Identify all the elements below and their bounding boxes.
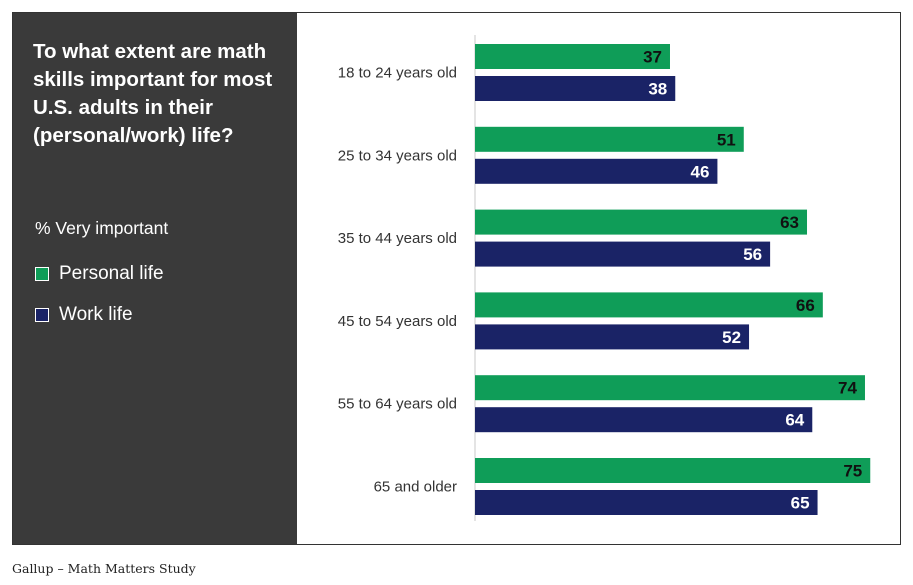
data-label-work-life-35-to-44-years-old: 56 <box>743 245 762 264</box>
category-label-25-to-34-years-old: 25 to 34 years old <box>338 147 457 164</box>
bar-personal-life-55-to-64-years-old <box>475 375 865 401</box>
category-label-55-to-64-years-old: 55 to 64 years old <box>338 396 457 413</box>
data-label-work-life-18-to-24-years-old: 38 <box>648 80 667 99</box>
legend-label-personal-life: Personal life <box>59 263 164 284</box>
data-label-work-life-65-and-older: 65 <box>791 494 810 513</box>
data-label-work-life-55-to-64-years-old: 64 <box>785 411 804 430</box>
chart-subtitle: % Very important <box>35 218 169 238</box>
bar-chart: 18 to 24 years old 37 38 25 to 34 years old… <box>338 35 871 521</box>
bar-personal-life-45-to-54-years-old <box>475 292 823 318</box>
data-label-personal-life-55-to-64-years-old: 74 <box>838 379 857 398</box>
bar-work-life-65-and-older <box>475 490 818 515</box>
category-label-35-to-44-years-old: 35 to 44 years old <box>338 230 457 247</box>
legend-item-work-life: Work life <box>35 304 133 326</box>
data-label-personal-life-65-and-older: 75 <box>843 462 862 481</box>
legend-swatch-work-life <box>35 308 49 322</box>
data-label-personal-life-45-to-54-years-old: 66 <box>796 296 815 315</box>
category-label-45-to-54-years-old: 45 to 54 years old <box>338 313 457 330</box>
legend-item-personal-life: Personal life <box>35 263 164 285</box>
bar-personal-life-35-to-44-years-old <box>475 209 808 235</box>
data-label-personal-life-25-to-34-years-old: 51 <box>717 130 736 149</box>
chart-frame: To what extent are math skills important… <box>12 12 901 545</box>
category-label-18-to-24-years-old: 18 to 24 years old <box>338 65 457 82</box>
title-panel: To what extent are math skills important… <box>13 13 297 544</box>
bar-work-life-55-to-64-years-old <box>475 407 813 433</box>
data-label-work-life-45-to-54-years-old: 52 <box>722 328 741 347</box>
data-label-work-life-25-to-34-years-old: 46 <box>690 162 709 181</box>
chart-title: To what extent are math skills important… <box>33 40 273 147</box>
category-label-65-and-older: 65 and older <box>374 479 457 496</box>
source-note: Gallup – Math Matters Study <box>12 561 196 576</box>
bar-personal-life-25-to-34-years-old <box>475 126 744 152</box>
legend-swatch-personal-life <box>35 267 49 281</box>
bar-work-life-45-to-54-years-old <box>475 324 750 350</box>
bar-personal-life-65-and-older <box>475 458 871 483</box>
data-label-personal-life-18-to-24-years-old: 37 <box>643 48 662 67</box>
legend-label-work-life: Work life <box>59 304 133 325</box>
bar-personal-life-18-to-24-years-old <box>475 44 670 69</box>
bar-work-life-18-to-24-years-old <box>475 76 676 101</box>
bar-work-life-25-to-34-years-old <box>475 158 718 184</box>
data-label-personal-life-35-to-44-years-old: 63 <box>780 213 799 232</box>
bar-work-life-35-to-44-years-old <box>475 241 771 267</box>
